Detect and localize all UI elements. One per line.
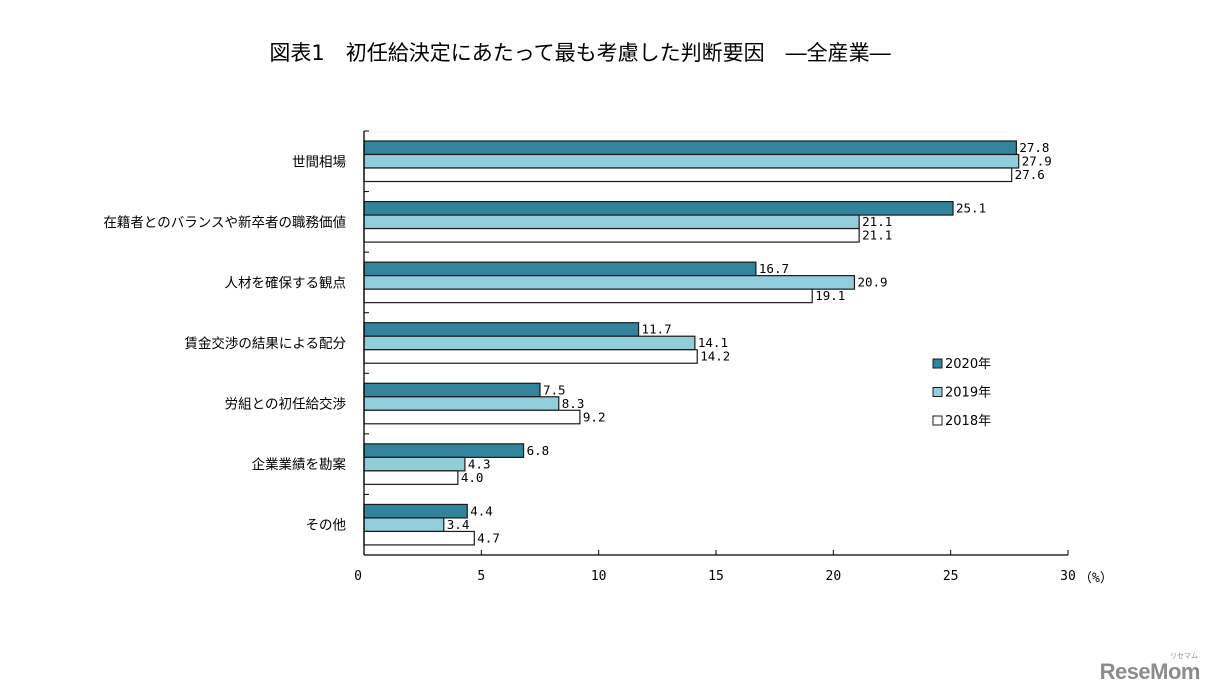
legend-label: 2018年: [945, 414, 991, 429]
bar-2018年: [363, 470, 459, 485]
axes-layer: 世間相場在籍者とのバランスや新卒者の職務価値人材を確保する観点賃金交渉の結果によ…: [103, 130, 1113, 586]
category-label: 人材を確保する観点: [225, 274, 347, 291]
x-tick-label: 0: [354, 569, 362, 584]
chart-title: 図表1 初任給決定にあたって最も考慮した判断要因 ―全産業―: [269, 41, 890, 65]
data-label: 27.6: [1015, 167, 1045, 182]
data-label: 14.2: [700, 349, 730, 364]
x-tick-label: 20: [826, 569, 842, 584]
data-label: 9.2: [583, 409, 606, 424]
bar-2018年: [363, 530, 475, 546]
data-label: 8.3: [562, 396, 585, 411]
bar-2019年: [363, 517, 445, 533]
data-label: 21.1: [862, 228, 892, 243]
bar-2018年: [363, 349, 698, 364]
bar-2020年: [363, 140, 1017, 156]
bar-2018年: [363, 227, 860, 243]
bar-2020年: [363, 503, 468, 519]
bar-2020年: [363, 443, 525, 458]
bar-2020年: [363, 200, 954, 216]
bar-2020年: [363, 322, 640, 337]
bar-2019年: [363, 335, 696, 351]
data-label: 4.7: [477, 530, 500, 545]
bar-2019年: [363, 456, 466, 472]
bar-2018年: [363, 167, 1013, 183]
category-label: その他: [306, 518, 347, 534]
category-label: 賃金交渉の結果による配分: [184, 335, 346, 352]
x-tick-label: 10: [591, 569, 607, 584]
data-label: 4.4: [470, 503, 493, 518]
bar-2019年: [363, 214, 860, 230]
data-label: 19.1: [815, 288, 845, 303]
legend: 2020年 2019年 2018年: [932, 357, 991, 429]
x-tick-label: 30: [1060, 569, 1076, 584]
data-label: 21.1: [862, 214, 892, 229]
bar-2019年: [363, 275, 856, 290]
data-label: 16.7: [759, 261, 789, 276]
legend-label: 2020年: [945, 357, 991, 372]
data-label: 7.5: [543, 382, 566, 397]
bar-2019年: [363, 153, 1020, 169]
bar-2018年: [363, 288, 813, 304]
category-label: 在籍者とのバランスや新卒者の職務価値: [103, 214, 346, 231]
x-axis-unit-label: （%）: [1079, 571, 1113, 586]
data-label: 27.8: [1019, 140, 1049, 155]
category-label: 労組との初任給交渉: [225, 396, 347, 413]
bar-2018年: [363, 409, 581, 425]
bars-layer: 27.827.927.6 25.1 21.121.1 16.7 20.9 19.1 11.7…: [363, 140, 1052, 546]
watermark-subtext: リセマム: [1170, 653, 1198, 660]
bar-2020年: [363, 382, 541, 398]
data-label: 25.1: [956, 201, 986, 216]
watermark-text: ReseMom: [1099, 659, 1201, 684]
data-label: 11.7: [642, 322, 672, 337]
legend-swatch-2018年: [932, 415, 943, 426]
data-label: 14.1: [698, 335, 728, 350]
bar-2020年: [363, 261, 757, 277]
data-label: 3.4: [447, 517, 470, 532]
resemom-watermark-logo: ReseMom リセマム: [1099, 653, 1201, 685]
data-label: 20.9: [857, 275, 887, 290]
bar-2019年: [363, 396, 560, 411]
data-label: 27.9: [1022, 154, 1052, 169]
data-label: 6.8: [527, 443, 550, 458]
category-label: 企業業績を勘案: [252, 456, 347, 473]
category-label: 世間相場: [292, 154, 346, 170]
legend-label: 2019年: [945, 386, 991, 401]
data-label: 4.3: [468, 456, 491, 471]
x-tick-label: 15: [708, 569, 724, 584]
x-tick-label: 25: [943, 569, 959, 584]
legend-swatch-2019年: [932, 387, 943, 397]
legend-swatch-2020年: [932, 358, 943, 369]
x-tick-label: 5: [477, 569, 485, 584]
data-label: 4.0: [461, 470, 484, 485]
